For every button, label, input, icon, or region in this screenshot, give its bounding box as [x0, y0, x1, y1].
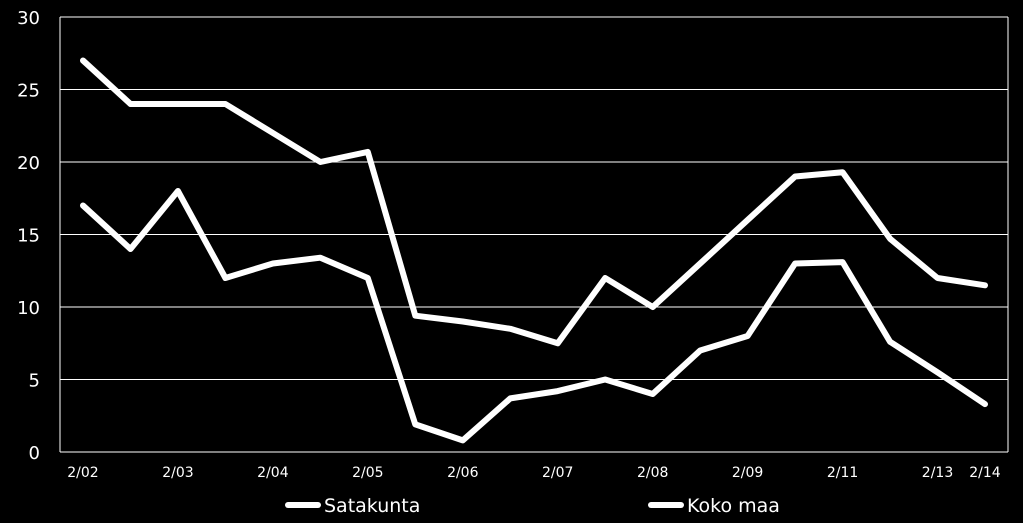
y-tick-label: 25 [17, 81, 40, 102]
x-tick-label: 2/13 [922, 465, 953, 481]
x-tick-label: 2/09 [732, 465, 763, 481]
y-tick-label: 10 [17, 298, 40, 319]
legend-label-koko-maa: Koko maa [687, 495, 780, 517]
x-tick-label: 2/03 [162, 465, 193, 481]
x-tick-label: 2/08 [637, 465, 668, 481]
legend-item-koko-maa: Koko maa [648, 495, 780, 517]
series-line-koko-maa [80, 57, 988, 347]
x-tick-label: 2/11 [827, 465, 858, 481]
y-tick-label: 15 [17, 226, 40, 247]
gridlines [60, 16, 1008, 380]
x-tick-label: 2/04 [257, 465, 289, 481]
y-axis-ticks: 0 5 10 15 20 25 30 [17, 8, 40, 464]
y-tick-label: 0 [29, 443, 40, 464]
x-axis-ticks: 2/02 2/03 2/04 2/05 2/06 2/07 2/08 2/09 2/11 2/13… [67, 465, 1001, 481]
series-line-satakunta [80, 188, 988, 444]
y-tick-label: 30 [17, 8, 40, 29]
x-tick-label: 2/02 [67, 465, 98, 481]
legend-label-satakunta: Satakunta [324, 495, 420, 517]
series-lines [80, 57, 988, 444]
legend: Satakunta Koko maa [285, 495, 780, 517]
legend-item-satakunta: Satakunta [285, 495, 420, 517]
y-tick-label: 20 [17, 153, 40, 174]
x-tick-label: 2/05 [352, 465, 383, 481]
axes [59, 16, 1009, 453]
y-tick-label: 5 [29, 371, 40, 392]
x-tick-label: 2/06 [447, 465, 479, 481]
x-tick-label: 2/14 [969, 465, 1001, 481]
x-tick-label: 2/07 [542, 465, 573, 481]
